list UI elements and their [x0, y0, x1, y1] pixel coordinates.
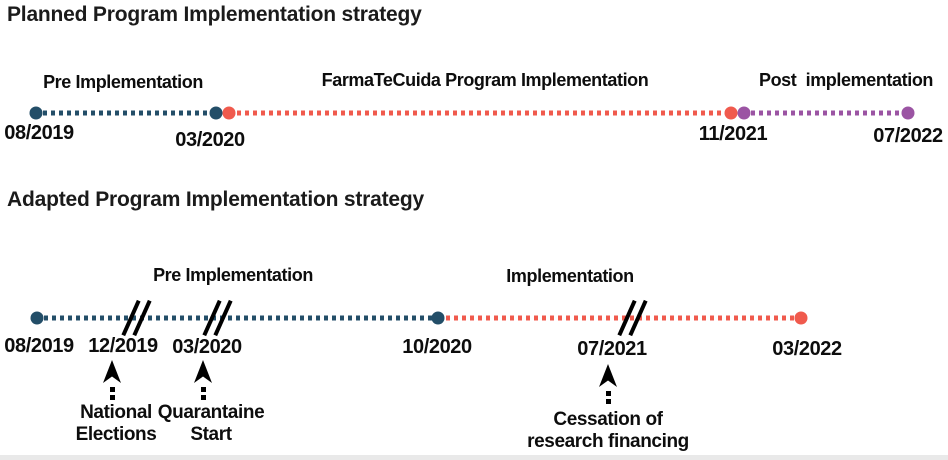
planned-section-title: Planned Program Implementation strategy [7, 3, 422, 26]
timeline-break-icon [621, 299, 645, 337]
planned-phase-program-implementation-label: FarmaTeCuida Program Implementation [321, 70, 649, 90]
timeline-dot [222, 106, 236, 120]
planned-program-implementation-segment [237, 110, 724, 116]
arrow-stem-dot [109, 395, 115, 400]
planned-post-implementation-segment [751, 110, 901, 116]
figure-bottom-edge [0, 455, 948, 460]
event-label-line: Start [190, 424, 232, 445]
event-quarantaine-start-label: Quarantaine Start [157, 402, 265, 446]
adapted-date-03-2020: 03/2020 [172, 336, 242, 358]
planned-phase-post-implementation-label: Post implementation [758, 70, 934, 90]
planned-date-08-2019: 08/2019 [4, 122, 74, 144]
adapted-implementation-segment [446, 315, 794, 321]
arrow-stem-dot [200, 395, 206, 400]
timeline-dot [794, 311, 808, 325]
event-label-line: Elections [75, 424, 157, 445]
arrow-up-icon [193, 360, 213, 400]
event-cessation-financing-label: Cessation of research financing [527, 409, 689, 453]
arrow-stem-dot [200, 387, 206, 392]
planned-date-07-2022: 07/2022 [873, 125, 943, 147]
timeline-dot [209, 106, 223, 120]
timeline-dot [737, 106, 751, 120]
adapted-section-title: Adapted Program Implementation strategy [7, 188, 424, 211]
adapted-date-10-2020: 10/2020 [402, 336, 472, 358]
planned-date-11-2021: 11/2021 [698, 123, 768, 145]
adapted-phase-pre-implementation-label: Pre Implementation [153, 265, 313, 285]
planned-phase-pre-implementation-label: Pre Implementation [43, 72, 203, 92]
timeline-dot [30, 311, 44, 325]
event-label-line: research financing [527, 431, 689, 452]
timeline-break-icon [206, 299, 230, 337]
arrow-stem-dot [605, 391, 611, 396]
adapted-date-07-2021: 07/2021 [577, 338, 647, 360]
arrow-up-icon [598, 364, 618, 404]
arrow-stem-dot [605, 399, 611, 404]
adapted-date-12-2019: 12/2019 [88, 335, 158, 357]
adapted-date-08-2019: 08/2019 [4, 335, 74, 357]
timeline-dot [901, 106, 915, 120]
adapted-date-03-2022: 03/2022 [772, 338, 842, 360]
arrow-up-icon [102, 360, 122, 400]
event-label-line: Quarantaine [157, 402, 265, 423]
event-label-line: Cessation of [553, 409, 663, 430]
planned-date-03-2020: 03/2020 [175, 129, 245, 151]
planned-pre-implementation-segment [43, 110, 210, 116]
timeline-dot [29, 106, 43, 120]
adapted-phase-implementation-label: Implementation [506, 266, 634, 286]
timeline-dot [724, 106, 738, 120]
event-national-elections-label: National Elections [76, 402, 157, 446]
timeline-break-icon [125, 299, 149, 337]
event-label-line: National [80, 402, 152, 423]
adapted-pre-implementation-segment [44, 315, 432, 321]
arrow-stem-dot [109, 387, 115, 392]
timeline-dot [431, 311, 445, 325]
